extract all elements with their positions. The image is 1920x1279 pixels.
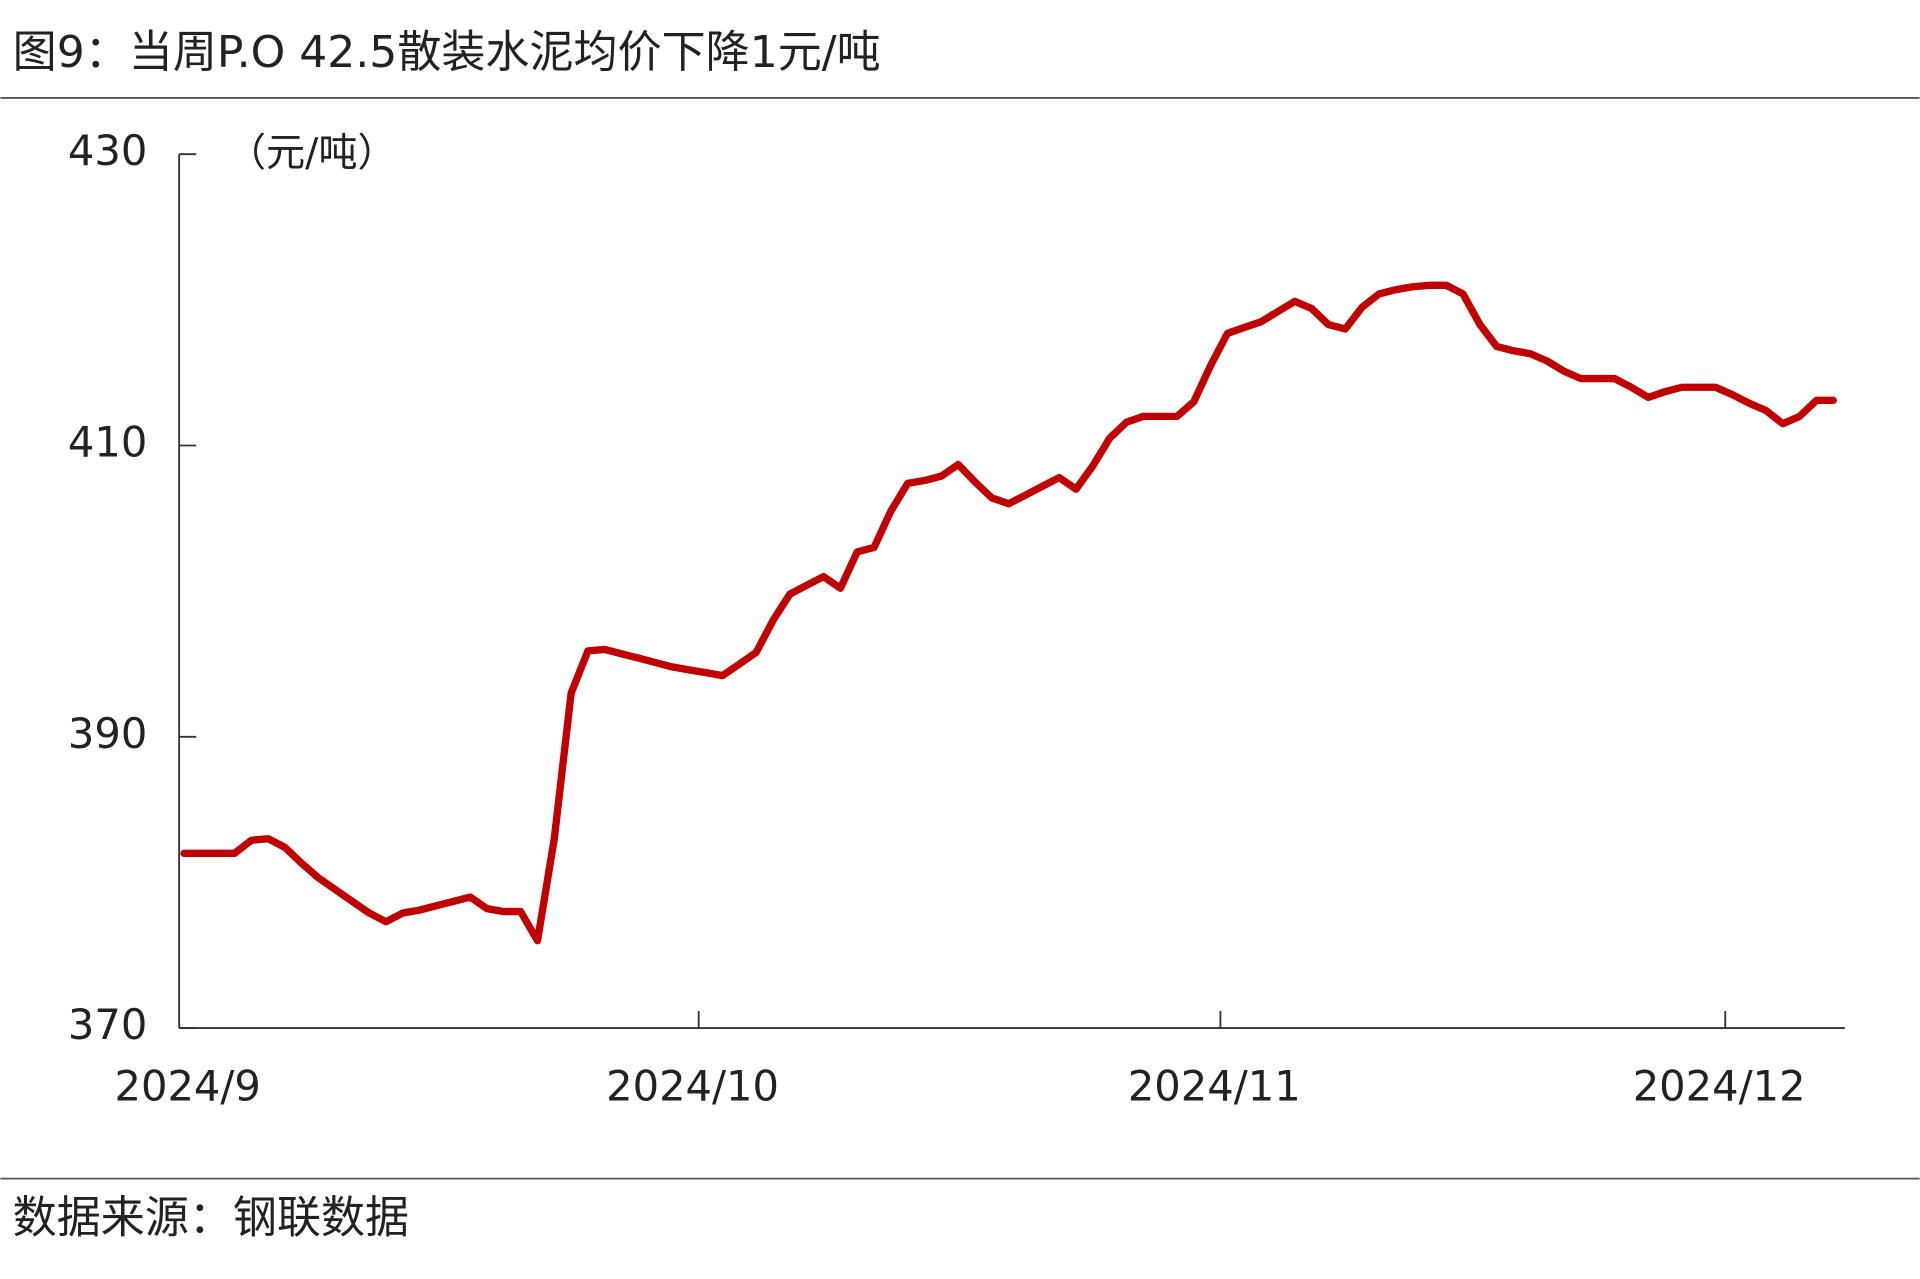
data-line — [180, 281, 1837, 945]
unit-label: （元/吨） — [227, 131, 397, 176]
source-note: 数据来源：钢联数据 — [13, 1192, 409, 1243]
x-tick-label: 2024/9 — [115, 1061, 261, 1110]
y-tick-label: 430 — [68, 126, 147, 175]
chart-title: 图9：当周P.O 42.5散装水泥均价下降1元/吨 — [13, 27, 881, 78]
x-tick-label: 2024/11 — [1128, 1061, 1301, 1110]
y-tick-label: 390 — [68, 709, 147, 758]
y-tick-label: 410 — [68, 418, 147, 467]
x-tick-label: 2024/12 — [1633, 1061, 1806, 1110]
x-tick-label: 2024/10 — [606, 1061, 779, 1110]
y-tick-label: 370 — [68, 1000, 147, 1049]
